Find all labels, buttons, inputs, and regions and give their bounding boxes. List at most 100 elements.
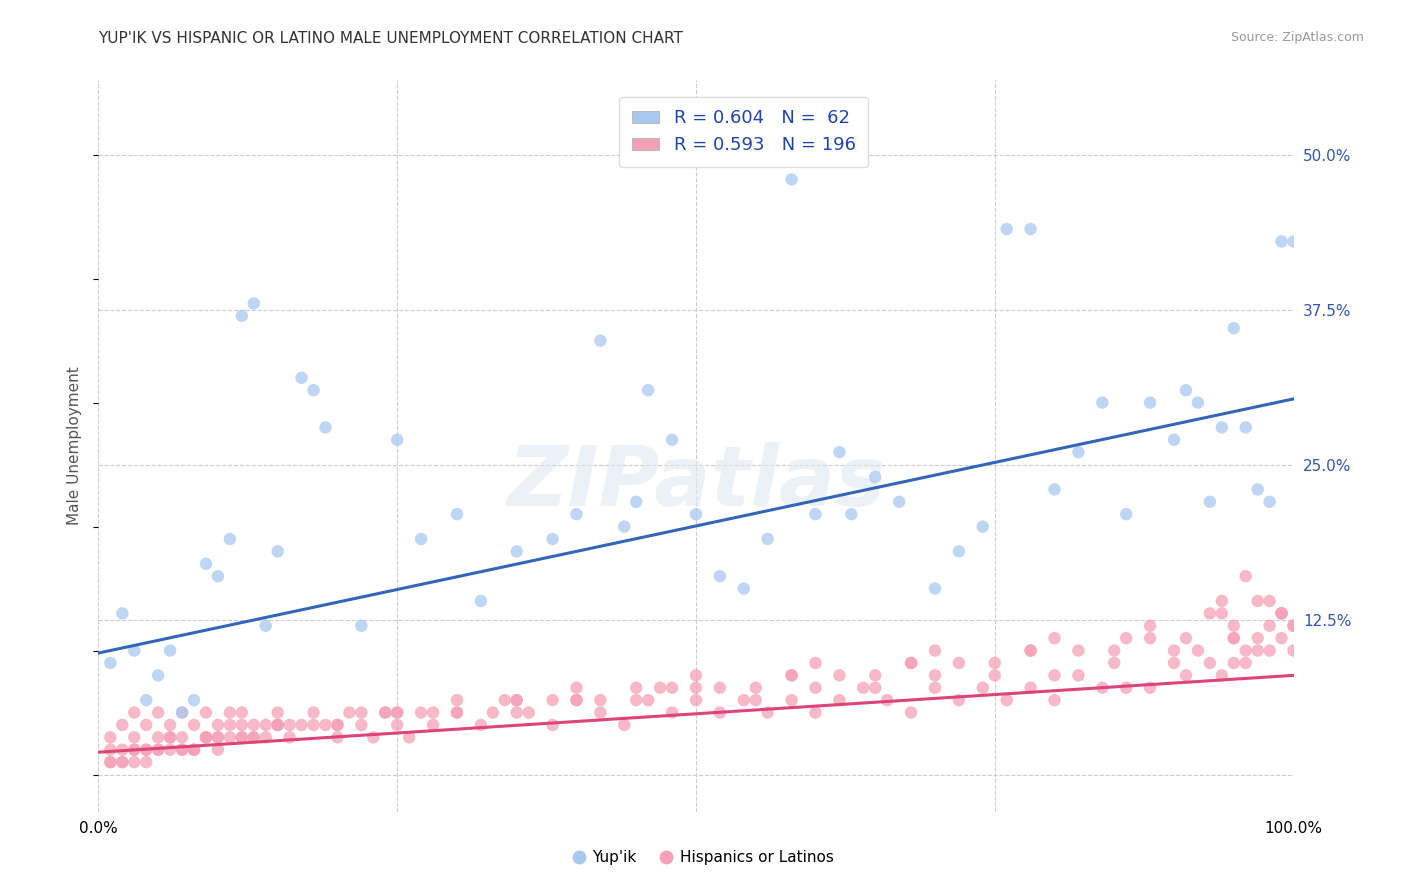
- Point: [804, 681, 827, 695]
- Point: [1258, 495, 1281, 509]
- Point: [1271, 607, 1294, 621]
- Point: [1019, 643, 1042, 657]
- Point: [1234, 569, 1257, 583]
- Point: [231, 706, 253, 720]
- Point: [900, 656, 922, 670]
- Point: [924, 643, 946, 657]
- Point: [172, 743, 194, 757]
- Point: [828, 693, 851, 707]
- Point: [972, 519, 994, 533]
- Point: [302, 718, 325, 732]
- Point: [135, 718, 157, 732]
- Point: [1139, 395, 1161, 409]
- Point: [207, 731, 229, 745]
- Point: [984, 668, 1007, 682]
- Point: [1234, 420, 1257, 434]
- Point: [374, 706, 396, 720]
- Point: [172, 731, 194, 745]
- Point: [1211, 607, 1233, 621]
- Point: [231, 309, 253, 323]
- Point: [613, 519, 636, 533]
- Point: [124, 643, 146, 657]
- Point: [411, 532, 433, 546]
- Point: [1115, 507, 1137, 521]
- Point: [780, 668, 803, 682]
- Point: [745, 681, 768, 695]
- Point: [98, 743, 122, 757]
- Point: [1115, 681, 1137, 695]
- Point: [231, 718, 253, 732]
- Point: [254, 619, 277, 633]
- Point: [302, 383, 325, 397]
- Point: [780, 693, 803, 707]
- Point: [172, 706, 194, 720]
- Legend: R = 0.604   N =  62, R = 0.593   N = 196: R = 0.604 N = 62, R = 0.593 N = 196: [620, 96, 868, 167]
- Point: [1115, 631, 1137, 645]
- Point: [756, 532, 779, 546]
- Point: [219, 731, 242, 745]
- Point: [1271, 631, 1294, 645]
- Point: [183, 743, 205, 757]
- Point: [1199, 495, 1222, 509]
- Point: [481, 706, 505, 720]
- Point: [159, 731, 181, 745]
- Point: [1258, 643, 1281, 657]
- Point: [1043, 483, 1066, 497]
- Point: [183, 743, 205, 757]
- Point: [98, 755, 122, 769]
- Point: [315, 420, 337, 434]
- Point: [541, 693, 564, 707]
- Point: [948, 656, 970, 670]
- Point: [804, 656, 827, 670]
- Point: [1247, 643, 1270, 657]
- Point: [1067, 445, 1090, 459]
- Point: [1199, 607, 1222, 621]
- Point: [267, 718, 290, 732]
- Point: [446, 693, 468, 707]
- Point: [267, 544, 290, 558]
- Point: [924, 681, 946, 695]
- Point: [756, 706, 779, 720]
- Point: [589, 334, 612, 348]
- Point: [207, 718, 229, 732]
- Point: [124, 743, 146, 757]
- Point: [207, 569, 229, 583]
- Point: [1247, 631, 1270, 645]
- Point: [374, 706, 396, 720]
- Point: [124, 706, 146, 720]
- Point: [924, 582, 946, 596]
- Point: [446, 507, 468, 521]
- Point: [148, 743, 170, 757]
- Point: [589, 706, 612, 720]
- Point: [589, 693, 612, 707]
- Point: [124, 731, 146, 745]
- Point: [995, 693, 1018, 707]
- Point: [1223, 321, 1246, 335]
- Point: [685, 668, 707, 682]
- Point: [385, 706, 409, 720]
- Point: [948, 544, 970, 558]
- Point: [1019, 643, 1042, 657]
- Point: [1258, 594, 1281, 608]
- Point: [470, 718, 492, 732]
- Point: [1043, 631, 1066, 645]
- Point: [350, 619, 373, 633]
- Point: [900, 706, 922, 720]
- Point: [411, 706, 433, 720]
- Point: [709, 569, 731, 583]
- Point: [1211, 668, 1233, 682]
- Point: [124, 743, 146, 757]
- Point: [541, 718, 564, 732]
- Point: [1199, 656, 1222, 670]
- Point: [661, 433, 683, 447]
- Point: [685, 507, 707, 521]
- Point: [1104, 656, 1126, 670]
- Point: [1139, 681, 1161, 695]
- Point: [159, 643, 181, 657]
- Point: [111, 607, 134, 621]
- Point: [111, 755, 134, 769]
- Point: [183, 718, 205, 732]
- Point: [195, 706, 218, 720]
- Point: [291, 718, 314, 732]
- Point: [626, 693, 648, 707]
